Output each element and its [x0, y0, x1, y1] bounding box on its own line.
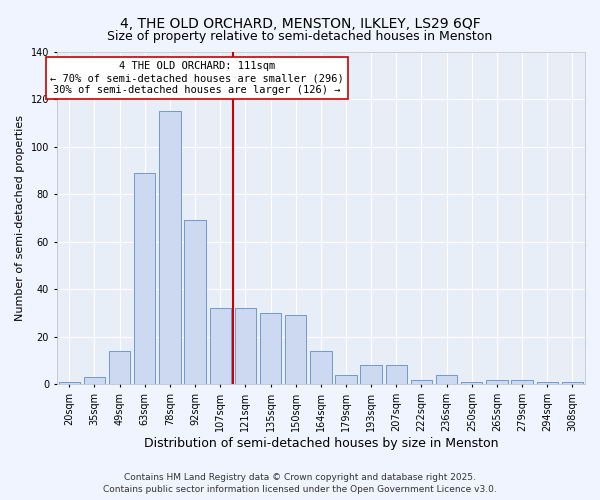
Bar: [386, 366, 407, 384]
Bar: [486, 380, 508, 384]
Text: 4, THE OLD ORCHARD, MENSTON, ILKLEY, LS29 6QF: 4, THE OLD ORCHARD, MENSTON, ILKLEY, LS2…: [119, 18, 481, 32]
Bar: [536, 382, 558, 384]
Bar: [361, 366, 382, 384]
Bar: [134, 172, 155, 384]
Bar: [159, 111, 181, 384]
Text: 4 THE OLD ORCHARD: 111sqm
← 70% of semi-detached houses are smaller (296)
30% of: 4 THE OLD ORCHARD: 111sqm ← 70% of semi-…: [50, 62, 344, 94]
Bar: [285, 316, 307, 384]
X-axis label: Distribution of semi-detached houses by size in Menston: Distribution of semi-detached houses by …: [143, 437, 498, 450]
Bar: [260, 313, 281, 384]
Bar: [109, 351, 130, 384]
Bar: [184, 220, 206, 384]
Bar: [436, 375, 457, 384]
Bar: [511, 380, 533, 384]
Text: Contains HM Land Registry data © Crown copyright and database right 2025.
Contai: Contains HM Land Registry data © Crown c…: [103, 473, 497, 494]
Bar: [84, 377, 105, 384]
Y-axis label: Number of semi-detached properties: Number of semi-detached properties: [15, 115, 25, 321]
Bar: [310, 351, 332, 384]
Bar: [59, 382, 80, 384]
Bar: [411, 380, 432, 384]
Bar: [335, 375, 356, 384]
Bar: [461, 382, 482, 384]
Text: Size of property relative to semi-detached houses in Menston: Size of property relative to semi-detach…: [107, 30, 493, 43]
Bar: [209, 308, 231, 384]
Bar: [235, 308, 256, 384]
Bar: [562, 382, 583, 384]
